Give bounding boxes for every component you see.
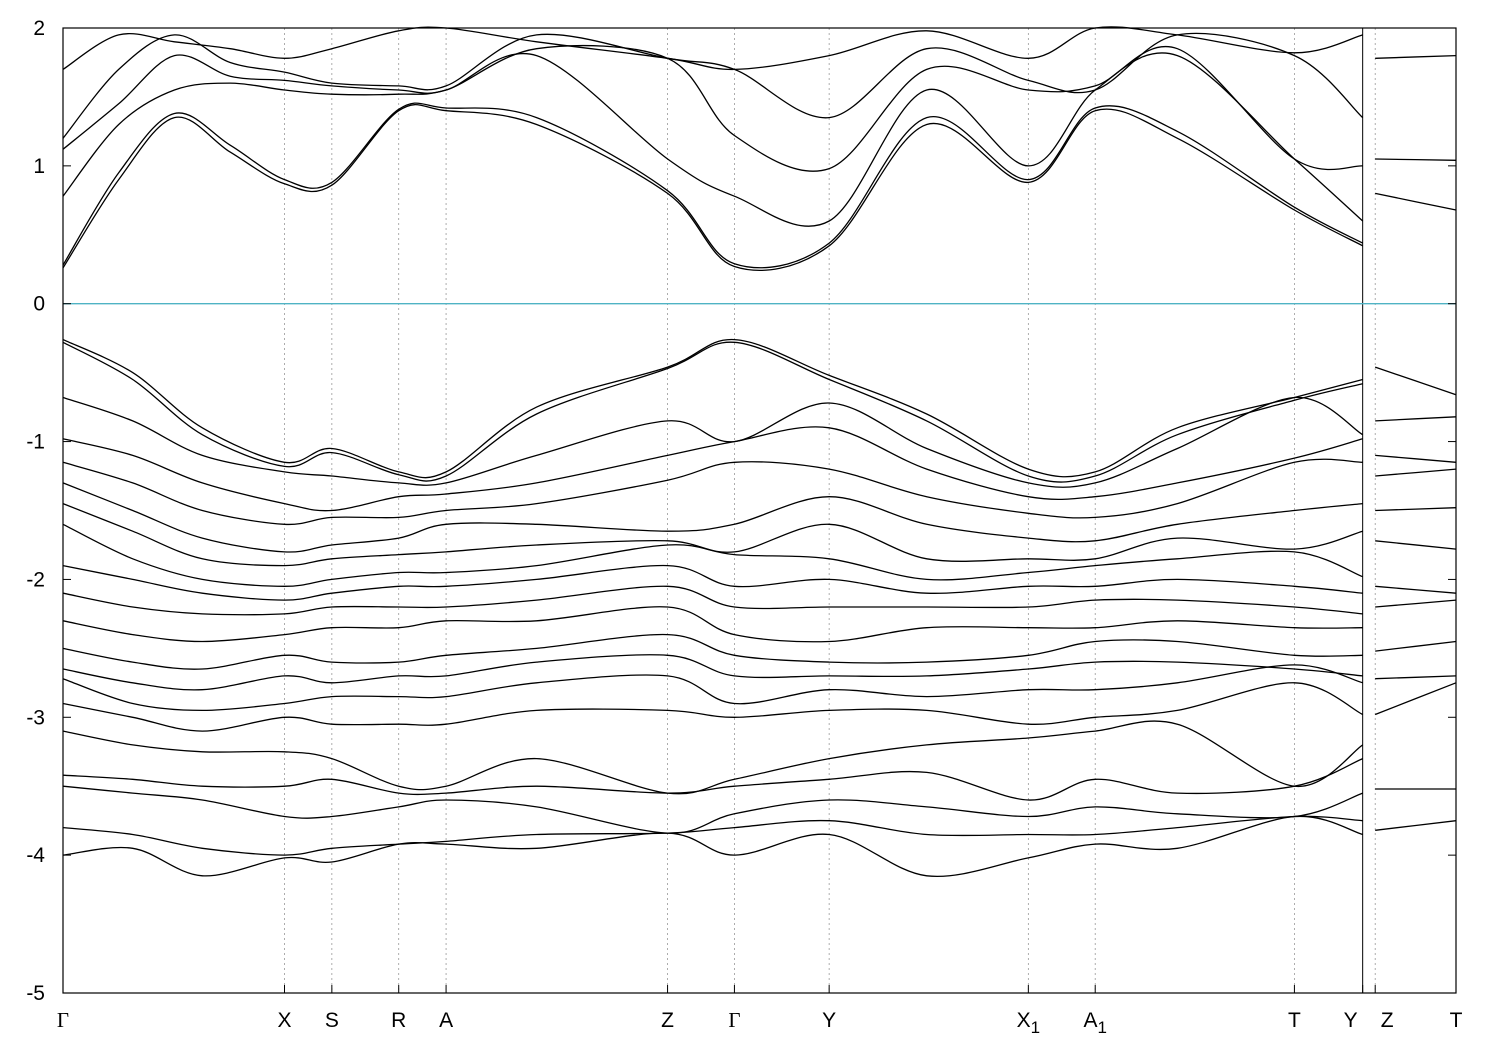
band-line: [62, 523, 1363, 587]
band-line: [62, 757, 1363, 801]
band-line: [62, 664, 1363, 712]
kpoint-grid-lines: [284, 28, 1376, 993]
kpoint-label: X1: [1017, 1009, 1040, 1037]
y-tick-label: -1: [26, 431, 45, 454]
kpoint-label: Γ: [57, 1008, 69, 1032]
y-tick-label: -4: [26, 844, 45, 867]
band-line: [62, 633, 1363, 670]
band-line: [62, 396, 1364, 488]
band-line: [1374, 682, 1457, 716]
band-line: [62, 502, 1363, 567]
band-line: [62, 585, 1363, 616]
y-tick-label: -3: [26, 706, 45, 729]
band-line: [1375, 54, 1457, 59]
band-line: [62, 720, 1364, 795]
kpoint-label: Y: [1344, 1009, 1358, 1032]
band-line: [62, 44, 1363, 172]
band-line: [1375, 507, 1457, 512]
band-line: [62, 103, 1364, 271]
band-line: [1375, 820, 1457, 831]
band-line: [62, 426, 1363, 512]
band-line: [62, 815, 1363, 878]
band-line: [1375, 640, 1457, 652]
y-tick-label: 2: [33, 17, 45, 40]
band-line: [62, 341, 1363, 483]
band-line: [62, 458, 1363, 526]
band-line: [62, 102, 1364, 269]
band-line: [1375, 158, 1457, 161]
band-line: [62, 606, 1363, 643]
y-tick-label: 1: [33, 155, 45, 178]
kpoint-subscript: 1: [1097, 1018, 1106, 1037]
band-line: [62, 654, 1363, 691]
kpoint-label: R: [391, 1009, 406, 1032]
y-tick-label: -2: [26, 568, 45, 591]
y-tick-label: -5: [26, 982, 45, 1005]
x-axis-kpoint-labels: Γ X S R A Z Γ Y X1 A1 T Y Z T: [57, 985, 1463, 1037]
band-line: [62, 785, 1363, 834]
plot-frame: [62, 27, 1457, 994]
band-line: [1375, 540, 1457, 550]
kpoint-label: A1: [1083, 1009, 1106, 1037]
band-lines: [62, 26, 1457, 878]
band-line: [1375, 468, 1457, 477]
band-line: [1375, 585, 1457, 594]
band-line: [62, 564, 1363, 601]
kpoint-label: T: [1450, 1009, 1463, 1032]
band-line: [1375, 192, 1457, 211]
band-line: [1374, 366, 1457, 396]
band-line: [62, 682, 1363, 732]
kpoint-label: Z: [661, 1009, 674, 1032]
kpoint-label: Z: [1381, 1009, 1394, 1032]
kpoint-label: X: [277, 1009, 291, 1032]
kpoint-subscript: 1: [1031, 1018, 1040, 1037]
kpoint-label: A: [439, 1009, 453, 1032]
band-line: [1375, 675, 1457, 680]
kpoint-label: T: [1288, 1009, 1301, 1032]
kpoint-label: S: [325, 1009, 339, 1032]
kpoint-label: Y: [822, 1009, 836, 1032]
band-line: [1375, 416, 1457, 422]
kpoint-label: Γ: [728, 1008, 740, 1032]
band-line: [1375, 599, 1457, 608]
band-line: [62, 338, 1363, 479]
band-line: [62, 26, 1363, 71]
band-line: [62, 815, 1363, 856]
band-line: [62, 482, 1363, 553]
y-axis-ticks: -5 -4 -3 -2 -1 0 1 2: [26, 17, 1456, 1005]
y-tick-label: 0: [33, 293, 45, 316]
band-line: [1375, 454, 1457, 463]
